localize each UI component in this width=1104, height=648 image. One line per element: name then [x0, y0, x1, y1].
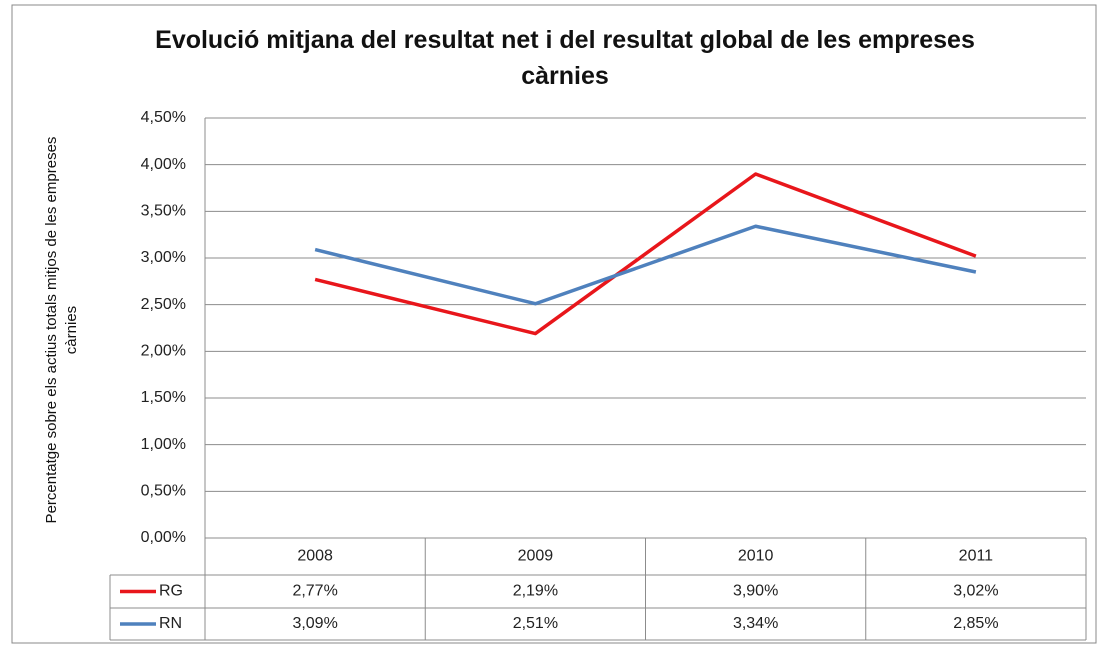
y-axis-label: Percentatge sobre els actius totals mitj…	[43, 136, 80, 524]
data-label: 2,85%	[953, 615, 998, 632]
y-tick-label: 2,00%	[141, 343, 186, 360]
x-tick-label: 2010	[738, 548, 774, 565]
data-label: 3,90%	[733, 583, 778, 600]
y-tick-label: 3,00%	[141, 249, 186, 266]
y-tick-label: 3,50%	[141, 203, 186, 220]
data-label: 2,19%	[513, 583, 558, 600]
data-label: 2,77%	[292, 583, 337, 600]
legend-label: RN	[159, 615, 182, 632]
data-label: 3,02%	[953, 583, 998, 600]
chart-title: Evolució mitjana del resultat net i del …	[155, 26, 975, 90]
data-label: 3,09%	[292, 615, 337, 632]
y-tick-label: 4,50%	[141, 109, 186, 126]
chart-frame	[11, 4, 1097, 644]
data-label: 2,51%	[513, 615, 558, 632]
x-tick-label: 2011	[959, 548, 994, 565]
data-line	[314, 224, 977, 306]
data-label: 3,34%	[733, 615, 778, 632]
y-tick-label: 1,50%	[141, 389, 186, 406]
y-tick-label: 0,00%	[141, 529, 186, 546]
x-tick-label: 2008	[297, 548, 333, 565]
x-tick-label: 2009	[518, 548, 554, 565]
data-line	[314, 172, 977, 336]
legend-label: RG	[159, 583, 183, 600]
y-tick-label: 0,50%	[141, 483, 186, 500]
y-tick-label: 4,00%	[141, 156, 186, 173]
y-tick-label: 2,50%	[141, 296, 186, 313]
y-tick-label: 1,00%	[141, 436, 186, 453]
